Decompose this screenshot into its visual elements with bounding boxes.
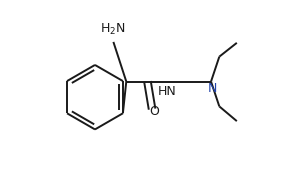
Text: O: O bbox=[150, 105, 159, 118]
Text: H$_2$N: H$_2$N bbox=[100, 22, 126, 37]
Text: HN: HN bbox=[158, 85, 177, 98]
Text: N: N bbox=[208, 82, 217, 95]
